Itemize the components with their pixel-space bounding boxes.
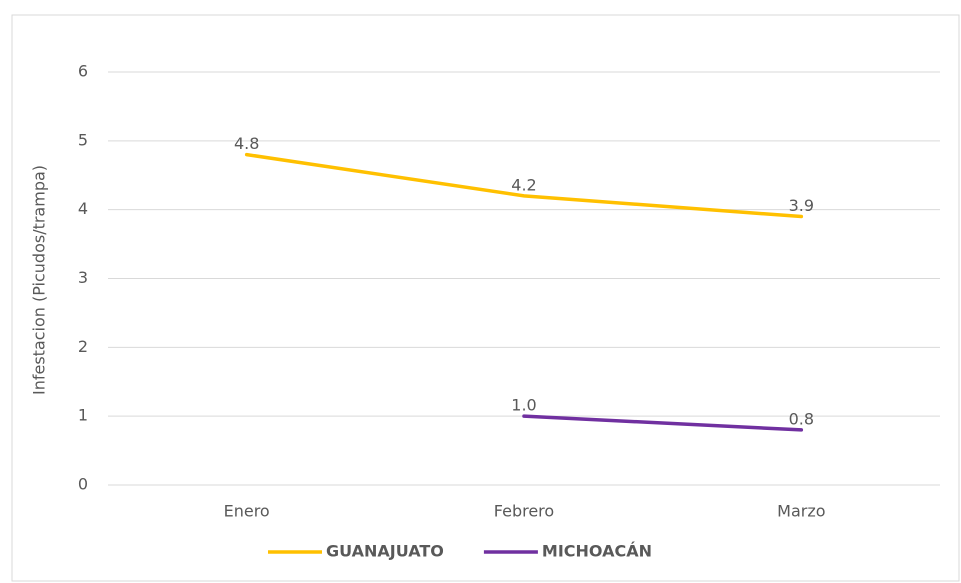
y-tick-label: 5 <box>78 130 88 149</box>
y-tick-label: 2 <box>78 337 88 356</box>
y-tick-label: 1 <box>78 406 88 425</box>
x-tick-label: Enero <box>224 502 270 521</box>
data-label: 4.8 <box>234 134 259 153</box>
chart-border <box>11 14 960 582</box>
data-label: 1.0 <box>511 396 536 415</box>
legend-text: GUANAJUATO <box>326 542 444 561</box>
x-tick-label: Febrero <box>494 502 554 521</box>
y-axis-label: Infestacion (Picudos/trampa) <box>30 165 49 395</box>
y-tick-label: 3 <box>78 268 88 287</box>
y-tick-label: 6 <box>78 62 88 81</box>
x-tick-label: Marzo <box>777 502 825 521</box>
series-line <box>522 414 804 432</box>
y-tick-label: 4 <box>78 199 88 218</box>
data-label: 3.9 <box>789 196 814 215</box>
y-tick-label: 0 <box>78 475 88 494</box>
legend-text: MICHOACÁN <box>542 542 652 561</box>
series-line <box>244 152 804 219</box>
data-label: 4.2 <box>511 175 536 194</box>
data-label: 0.8 <box>789 409 814 428</box>
